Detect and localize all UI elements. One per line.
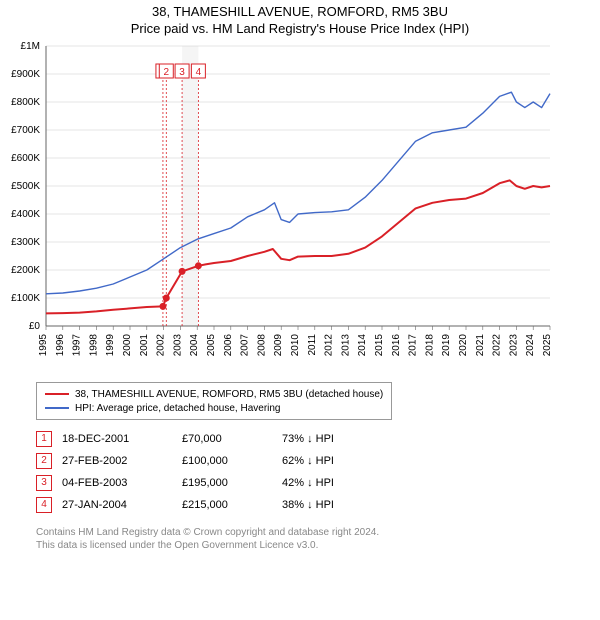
svg-text:2003: 2003 [172,334,183,357]
legend-row-blue: HPI: Average price, detached house, Have… [45,401,383,415]
transaction-pct: 73% ↓ HPI [282,428,344,450]
svg-text:2009: 2009 [273,334,284,357]
svg-text:2011: 2011 [307,334,318,356]
svg-text:1998: 1998 [88,334,99,357]
transaction-price: £70,000 [182,428,282,450]
svg-text:£100K: £100K [11,293,40,304]
footer-line1: Contains HM Land Registry data © Crown c… [36,526,600,539]
price-chart: £0 £100K £200K £300K £400K £500K £600K £700K £80… [0,36,560,376]
titles: 38, THAMESHILL AVENUE, ROMFORD, RM5 3BU … [0,0,600,36]
svg-text:2025: 2025 [542,334,553,357]
svg-text:1997: 1997 [72,334,83,357]
svg-text:2005: 2005 [206,334,217,357]
transaction-marker: 1 [36,431,52,447]
transaction-row: 1 18-DEC-2001£70,00073% ↓ HPI [36,428,344,450]
title-sub: Price paid vs. HM Land Registry's House … [0,21,600,36]
chart-card: 38, THAMESHILL AVENUE, ROMFORD, RM5 3BU … [0,0,600,552]
svg-text:£900K: £900K [11,69,40,80]
svg-text:2016: 2016 [391,334,402,357]
footer-line2: This data is licensed under the Open Gov… [36,539,600,552]
transaction-row: 3 04-FEB-2003£195,00042% ↓ HPI [36,472,344,494]
svg-text:2000: 2000 [122,334,133,357]
svg-text:2014: 2014 [357,334,368,357]
svg-text:£800K: £800K [11,97,40,108]
footer: Contains HM Land Registry data © Crown c… [36,526,600,552]
transactions-table: 1 18-DEC-2001£70,00073% ↓ HPI 2 27-FEB-2002… [36,428,344,516]
svg-text:2010: 2010 [290,334,301,357]
svg-text:2020: 2020 [458,334,469,357]
svg-text:2: 2 [164,67,170,78]
svg-text:£200K: £200K [11,265,40,276]
title-main: 38, THAMESHILL AVENUE, ROMFORD, RM5 3BU [0,4,600,19]
transaction-date: 04-FEB-2003 [62,472,182,494]
svg-text:2008: 2008 [256,334,267,357]
svg-text:2021: 2021 [475,334,486,357]
transaction-row: 2 27-FEB-2002£100,00062% ↓ HPI [36,450,344,472]
svg-text:2023: 2023 [508,334,519,357]
transaction-price: £195,000 [182,472,282,494]
svg-text:1999: 1999 [105,334,116,357]
transaction-price: £100,000 [182,450,282,472]
transaction-row: 4 27-JAN-2004£215,00038% ↓ HPI [36,494,344,516]
svg-text:£300K: £300K [11,237,40,248]
legend-swatch-red [45,393,69,395]
transaction-marker: 3 [36,475,52,491]
svg-text:2004: 2004 [189,334,200,357]
svg-text:4: 4 [196,67,202,78]
svg-text:£500K: £500K [11,181,40,192]
svg-text:2012: 2012 [324,334,335,357]
svg-text:2001: 2001 [139,334,150,357]
transaction-date: 18-DEC-2001 [62,428,182,450]
transaction-marker: 2 [36,453,52,469]
transaction-pct: 42% ↓ HPI [282,472,344,494]
transaction-price: £215,000 [182,494,282,516]
legend-label-red: 38, THAMESHILL AVENUE, ROMFORD, RM5 3BU … [75,389,383,400]
legend-row-red: 38, THAMESHILL AVENUE, ROMFORD, RM5 3BU … [45,387,383,401]
svg-text:2015: 2015 [374,334,385,357]
transaction-marker: 4 [36,497,52,513]
transaction-pct: 62% ↓ HPI [282,450,344,472]
svg-text:£600K: £600K [11,153,40,164]
svg-text:£1M: £1M [21,41,40,52]
svg-text:1995: 1995 [38,334,49,357]
transaction-pct: 38% ↓ HPI [282,494,344,516]
transaction-date: 27-FEB-2002 [62,450,182,472]
svg-text:2013: 2013 [340,334,351,357]
svg-text:2019: 2019 [441,334,452,357]
legend-swatch-blue [45,407,69,409]
svg-text:£0: £0 [29,321,41,332]
svg-text:2024: 2024 [525,334,536,357]
svg-text:2007: 2007 [240,334,251,357]
svg-text:2022: 2022 [492,334,503,357]
legend-label-blue: HPI: Average price, detached house, Have… [75,403,281,414]
svg-text:2006: 2006 [223,334,234,357]
svg-text:2017: 2017 [408,334,419,357]
svg-text:1996: 1996 [55,334,66,357]
legend: 38, THAMESHILL AVENUE, ROMFORD, RM5 3BU … [36,382,392,420]
svg-text:2018: 2018 [424,334,435,357]
transaction-date: 27-JAN-2004 [62,494,182,516]
svg-text:3: 3 [179,67,185,78]
svg-text:£700K: £700K [11,125,40,136]
svg-text:2002: 2002 [156,334,167,357]
svg-text:£400K: £400K [11,209,40,220]
